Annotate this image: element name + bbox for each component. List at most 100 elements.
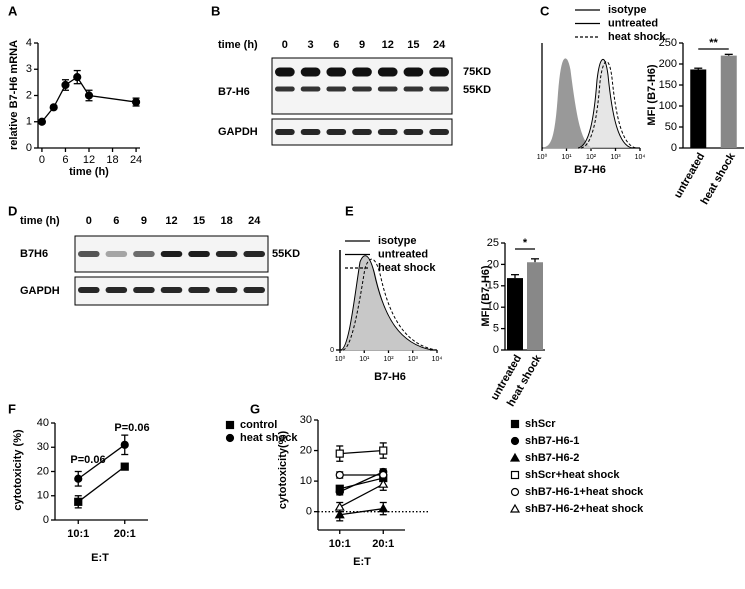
y-axis-title: MFI (B7-H6) xyxy=(646,64,658,125)
blot-band xyxy=(429,67,449,77)
y-axis-title: MFI (B7-H6) xyxy=(480,265,492,326)
row-label: GAPDH xyxy=(218,126,258,138)
series-line xyxy=(339,483,384,508)
lane-label: 9 xyxy=(141,215,147,227)
y-tick-label: 25 xyxy=(487,237,499,249)
blot-band xyxy=(160,251,183,257)
x-axis-title: E:T xyxy=(353,556,371,568)
lane-label: 3 xyxy=(308,39,314,51)
series-line xyxy=(339,507,384,516)
lane-label: 12 xyxy=(165,215,177,227)
legend-label: untreated xyxy=(608,17,658,29)
y-tick-label: 0 xyxy=(671,142,677,154)
lane-label: 18 xyxy=(221,215,233,227)
blot-band xyxy=(105,251,128,257)
y-axis-title: cytotoxicity (%) xyxy=(12,429,24,511)
size-marker: 75KD xyxy=(463,66,491,78)
series-line xyxy=(77,466,126,503)
marker xyxy=(131,97,141,107)
blot-band xyxy=(133,251,155,257)
x-tick-label: 20:1 xyxy=(114,528,136,540)
y-tick-label: 10 xyxy=(37,490,49,502)
x-tick-label: 18 xyxy=(106,154,118,166)
bar xyxy=(720,55,737,148)
blot-band xyxy=(300,129,321,135)
blot-band xyxy=(403,86,424,92)
y-tick-label: 4 xyxy=(26,37,32,49)
marker xyxy=(509,452,521,462)
y-tick-label: 20 xyxy=(300,444,312,456)
y-tick-label: 0 xyxy=(493,344,499,356)
histogram-curve xyxy=(577,59,633,149)
blot-band xyxy=(352,86,372,92)
legend-label: shB7-H6-2 xyxy=(525,452,579,464)
lane-label: 12 xyxy=(382,39,394,51)
blot-band xyxy=(403,67,424,77)
size-marker: 55KD xyxy=(463,84,491,96)
x-tick-label: 6 xyxy=(62,154,68,166)
x-tick-label: 10³ xyxy=(408,356,419,363)
x-tick-label: 10² xyxy=(383,356,394,363)
y-tick-label: 150 xyxy=(659,79,677,91)
x-tick-label: 10⁰ xyxy=(537,153,548,161)
blot-band xyxy=(326,129,347,135)
blot-band xyxy=(275,86,295,92)
legend-label: shB7-H6-2+heat shock xyxy=(525,503,644,515)
blot-band xyxy=(78,251,100,257)
marker xyxy=(510,487,520,497)
blot-band xyxy=(352,129,372,135)
y-tick-label: 30 xyxy=(37,441,49,453)
marker xyxy=(61,80,70,90)
blot-band xyxy=(326,86,347,92)
x-tick-label: 10¹ xyxy=(561,154,572,161)
y-axis-title: relative B7-H6 mRNA xyxy=(8,40,20,150)
marker xyxy=(509,503,521,513)
row-label: B7H6 xyxy=(20,248,48,260)
x-tick-label: 20:1 xyxy=(372,538,394,550)
marker xyxy=(335,487,344,496)
x-tick-label: 10:1 xyxy=(67,528,89,540)
legend-label: isotype xyxy=(608,4,647,16)
marker xyxy=(378,478,389,488)
significance: ** xyxy=(709,37,718,49)
blot-band xyxy=(133,287,155,293)
blot-band xyxy=(215,287,238,293)
blot-band xyxy=(377,67,398,77)
blot-band xyxy=(188,287,210,293)
x-tick-label: 12 xyxy=(83,154,95,166)
marker xyxy=(74,474,83,483)
legend-label: shB7-H6-1+heat shock xyxy=(525,486,644,498)
lane-label: 9 xyxy=(359,39,365,51)
y-tick-label: 3 xyxy=(26,63,32,75)
bar xyxy=(690,69,707,148)
x-tick-label: 10:1 xyxy=(329,538,351,550)
lane-label: 0 xyxy=(86,215,92,227)
x-tick-label: 10³ xyxy=(610,154,621,161)
blot-band xyxy=(300,86,321,92)
y-tick-label: 2 xyxy=(26,89,32,101)
y-tick-label: 250 xyxy=(659,37,677,49)
y-tick-label: 10 xyxy=(487,301,499,313)
row-label: B7-H6 xyxy=(218,86,250,98)
legend-label: heat shock xyxy=(608,31,666,43)
marker xyxy=(74,497,83,506)
y-tick-label: 1 xyxy=(26,116,32,128)
lane-label: 6 xyxy=(333,39,339,51)
blot-band xyxy=(352,67,372,77)
y-tick-label: 5 xyxy=(493,323,499,335)
annotation: P=0.06 xyxy=(70,454,105,466)
marker xyxy=(510,436,520,446)
blot-band xyxy=(215,251,238,257)
lane-label: 15 xyxy=(407,39,419,51)
panel-label: A xyxy=(8,3,18,18)
legend-label: isotype xyxy=(378,235,417,247)
x-axis-title: time (h) xyxy=(69,166,109,178)
blot-band xyxy=(429,86,449,92)
marker xyxy=(120,440,129,449)
x-tick-label: 10² xyxy=(586,154,597,161)
legend-label: control xyxy=(240,419,277,431)
blot-band xyxy=(160,287,183,293)
marker xyxy=(335,449,344,458)
legend-label: shB7-H6-1 xyxy=(525,435,579,447)
legend-label: shScr xyxy=(525,418,556,430)
